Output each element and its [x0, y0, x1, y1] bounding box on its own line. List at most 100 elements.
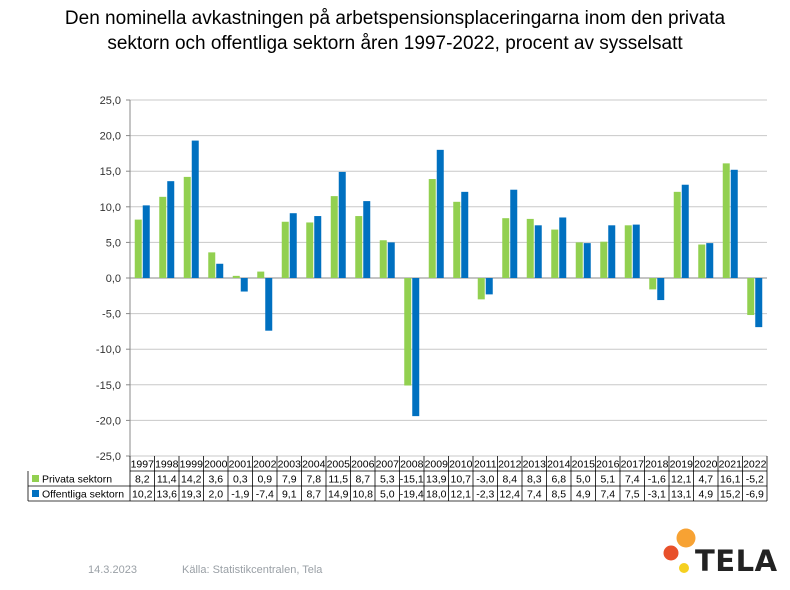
tela-logo-text: TELA — [695, 544, 778, 578]
data-label: 8,7 — [306, 489, 321, 501]
chart-title: Den nominella avkastningen på arbetspens… — [0, 6, 790, 56]
x-tick-label: 2009 — [425, 459, 449, 471]
chart-title-line1: Den nominella avkastningen på arbetspens… — [64, 8, 726, 29]
data-label: 13,9 — [426, 474, 447, 486]
legend-swatch — [32, 475, 39, 482]
data-label: 7,4 — [600, 489, 615, 501]
bar-privata — [159, 196, 167, 278]
bar-privata — [600, 241, 608, 278]
x-tick-label: 1997 — [131, 459, 155, 471]
x-tick-label: 2011 — [474, 459, 497, 471]
bar-offentliga — [706, 243, 714, 278]
data-label: 0,3 — [233, 474, 248, 486]
data-label: -7,4 — [256, 489, 274, 501]
bar-privata — [404, 278, 412, 386]
y-tick-label: 25,0 — [100, 95, 121, 107]
data-label: 12,4 — [500, 489, 521, 501]
data-label: -1,9 — [231, 489, 249, 501]
data-label: 16,1 — [720, 474, 741, 486]
footer-source: Källa: Statistikcentralen, Tela — [182, 564, 323, 576]
x-tick-label: 2004 — [302, 459, 326, 471]
data-label: 5,1 — [600, 474, 615, 486]
bar-offentliga — [510, 189, 518, 278]
bar-offentliga — [289, 213, 297, 278]
data-label: 4,9 — [698, 489, 713, 501]
chart-title-line2: sektorn och offentliga sektorn åren 1997… — [107, 33, 683, 54]
bar-offentliga — [314, 216, 322, 278]
data-label: -6,9 — [746, 489, 764, 501]
x-tick-label: 2001 — [229, 459, 253, 471]
x-tick-label: 2012 — [498, 459, 522, 471]
bar-privata — [722, 163, 730, 278]
bar-privata — [698, 244, 706, 278]
x-tick-label: 2007 — [376, 459, 400, 471]
bar-offentliga — [681, 184, 689, 278]
bar-offentliga — [534, 225, 542, 278]
data-label: 7,8 — [306, 474, 321, 486]
bar-offentliga — [363, 201, 371, 278]
bar-privata — [747, 278, 755, 316]
data-table: 1997 1998 1999 2000 2001 2002 2003 2004 2005 2006… — [27, 456, 768, 502]
bars — [134, 140, 763, 417]
bar-offentliga — [387, 242, 395, 278]
y-tick-label: 0,0 — [106, 273, 121, 285]
data-label: 7,5 — [625, 489, 640, 501]
data-label: 7,9 — [282, 474, 297, 486]
data-label: 9,1 — [282, 489, 297, 501]
data-label: 8,3 — [527, 474, 542, 486]
data-label: 7,4 — [527, 489, 542, 501]
bar-privata — [428, 179, 436, 278]
x-tick-label: 2008 — [400, 459, 424, 471]
bar-privata — [134, 219, 142, 278]
bar-privata — [673, 191, 681, 278]
bar-privata — [502, 218, 510, 278]
data-label: 8,7 — [355, 474, 370, 486]
bar-offentliga — [755, 278, 763, 328]
data-label: 18,0 — [426, 489, 447, 501]
bar-privata — [232, 275, 240, 278]
bar-privata — [281, 221, 289, 278]
y-tick-label: -5,0 — [102, 309, 121, 321]
x-tick-label: 2018 — [645, 459, 669, 471]
y-tick-label: -20,0 — [96, 415, 121, 427]
data-label: -1,6 — [648, 474, 666, 486]
bar-privata — [330, 196, 338, 278]
bar-privata — [355, 216, 363, 278]
data-label: 13,6 — [157, 489, 178, 501]
bar-offentliga — [167, 181, 175, 278]
y-tick-label: -10,0 — [96, 344, 121, 356]
bar-offentliga — [657, 278, 665, 301]
bar-privata — [208, 252, 216, 278]
data-label: 6,8 — [551, 474, 566, 486]
bar-privata — [257, 271, 265, 278]
data-label: 7,4 — [625, 474, 640, 486]
data-label: -3,1 — [648, 489, 666, 501]
bar-offentliga — [632, 224, 640, 278]
data-label: 5,0 — [380, 489, 395, 501]
data-label: 2,0 — [208, 489, 223, 501]
data-label: -5,2 — [746, 474, 764, 486]
x-tick-label: 2002 — [253, 459, 277, 471]
x-tick-label: 2016 — [596, 459, 620, 471]
x-tick-label: 1999 — [180, 459, 204, 471]
footer-date: 14.3.2023 — [88, 564, 137, 576]
x-tick-label: 2010 — [449, 459, 473, 471]
y-tick-label: 5,0 — [106, 237, 121, 249]
bar-privata — [306, 222, 314, 278]
y-tick-label: -15,0 — [96, 380, 121, 392]
x-tick-label: 2000 — [204, 459, 228, 471]
x-tick-label: 1998 — [155, 459, 179, 471]
data-label: 14,9 — [328, 489, 349, 501]
data-label: 10,8 — [353, 489, 374, 501]
data-label: 10,7 — [451, 474, 472, 486]
x-tick-label: 2019 — [670, 459, 694, 471]
data-label: 4,9 — [576, 489, 591, 501]
x-tick-label: 2003 — [278, 459, 302, 471]
bar-offentliga — [412, 278, 420, 417]
data-label: -2,3 — [476, 489, 494, 501]
legend-label: Privata sektorn — [42, 474, 112, 486]
bar-offentliga — [240, 278, 248, 292]
data-label: 8,4 — [502, 474, 517, 486]
data-label: 12,1 — [451, 489, 472, 501]
y-tick-label: 10,0 — [100, 202, 121, 214]
